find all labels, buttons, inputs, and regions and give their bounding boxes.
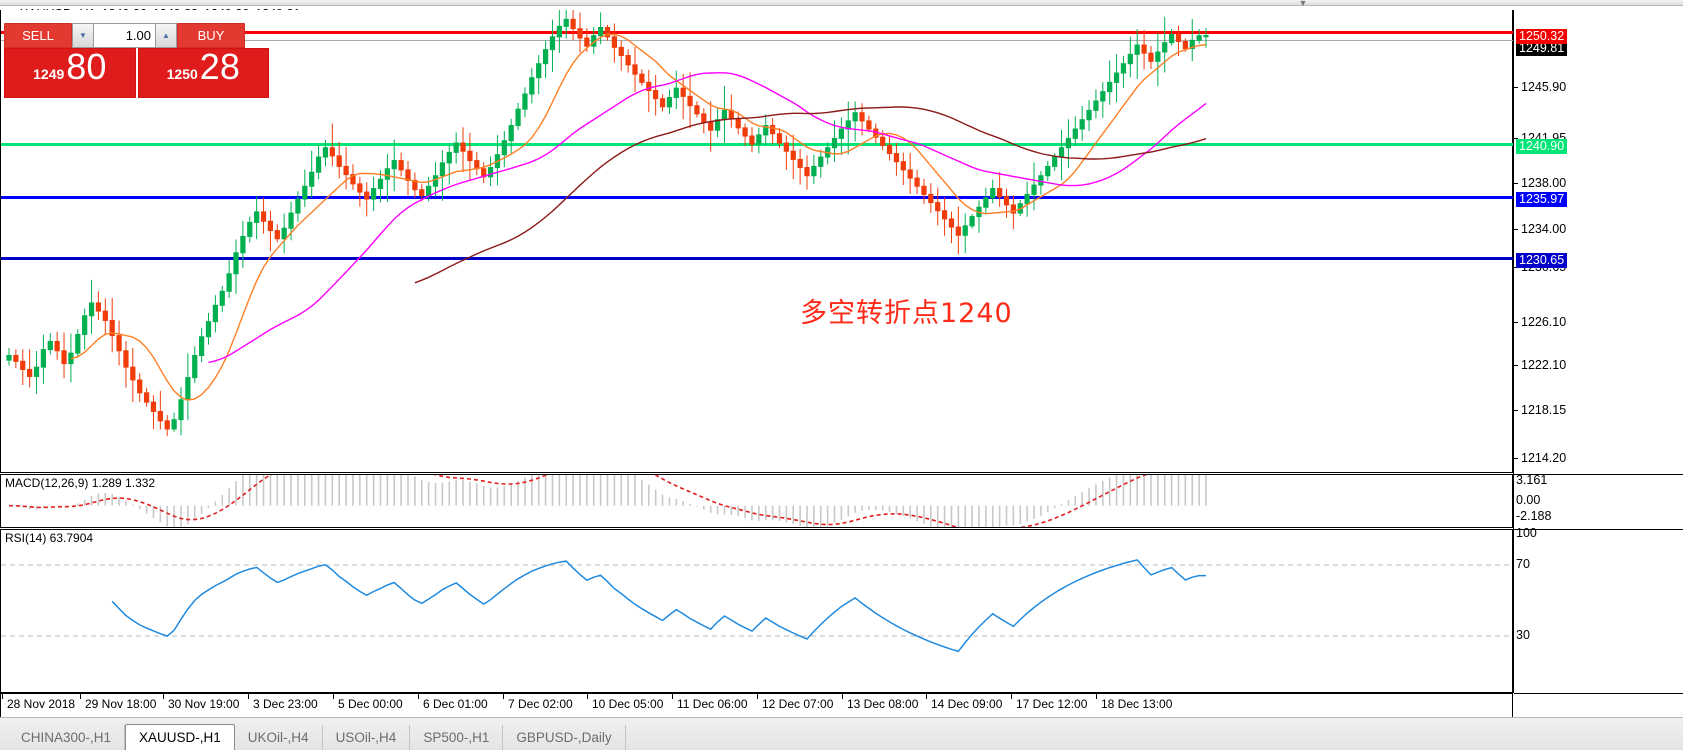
volume-increment-button[interactable]: ▲	[155, 23, 177, 48]
buy-price-decimal: 28	[199, 46, 240, 87]
macd-label: MACD(12,26,9) 1.289 1.332	[5, 476, 156, 490]
axis-divider-bottom	[1514, 693, 1683, 694]
price-axis-badge: 1235.97	[1516, 192, 1568, 207]
price-axis-tick: 1222.10	[1514, 358, 1566, 372]
tab-gbpusd-daily[interactable]: GBPUSD-,Daily	[503, 725, 626, 750]
time-axis-label: 5 Dec 00:00	[338, 697, 403, 711]
buy-button[interactable]: BUY	[177, 23, 245, 48]
price-axis-badge: 1240.90	[1516, 139, 1568, 154]
macd-indicator-pane[interactable]: MACD(12,26,9) 1.289 1.332	[0, 474, 1513, 528]
time-axis-tick	[503, 694, 504, 699]
window-title-strip	[0, 0, 1683, 6]
macd-scale-label: -2.188	[1516, 509, 1552, 523]
time-axis-tick	[842, 694, 843, 699]
tab-ukoil-h4[interactable]: UKOil-,H4	[235, 725, 323, 750]
time-axis[interactable]: 28 Nov 2018 29 Nov 18:00 30 Nov 19:00 3 Dec…	[0, 693, 1513, 717]
time-axis-tick	[757, 694, 758, 699]
time-axis-label: 28 Nov 2018	[7, 697, 76, 711]
volume-input[interactable]: 1.00	[94, 23, 155, 48]
tab-usoil-h4[interactable]: USOil-,H4	[323, 725, 411, 750]
time-axis-tick	[163, 694, 164, 699]
price-axis-tick: 1245.90	[1514, 80, 1566, 94]
time-axis-label: 29 Nov 18:00	[85, 697, 157, 711]
one-click-trading-panel[interactable]: SELL ▼ 1.00 ▲ BUY 1249 80 1250 28	[4, 23, 269, 98]
time-axis-label: 17 Dec 12:00	[1016, 697, 1088, 711]
buy-price-display[interactable]: 1250 28	[137, 46, 269, 98]
macd-scale-label: 3.161	[1516, 473, 1548, 487]
tab-china300-h1[interactable]: CHINA300-,H1	[8, 725, 126, 750]
candlestick-series	[6, 10, 1209, 437]
support-line-blue-1	[1, 196, 1514, 199]
ask-price-line	[1, 31, 1514, 34]
sell-price-decimal: 80	[66, 46, 107, 87]
price-axis-badge: 1249.81	[1516, 41, 1568, 56]
rsi-series	[1, 559, 1512, 653]
price-axis-tick: 1214.20	[1514, 451, 1566, 465]
chevron-down-icon[interactable]: ▼	[1298, 0, 1308, 8]
axis-divider-rsi	[1514, 529, 1683, 530]
time-axis-tick	[248, 694, 249, 699]
price-axis[interactable]: 1245.901241.951238.001234.001230.651226.…	[1513, 10, 1683, 694]
price-axis-tick: 1226.10	[1514, 315, 1566, 329]
price-axis-badge: 1250.32	[1516, 29, 1568, 44]
time-axis-tick	[672, 694, 673, 699]
time-axis-tick	[80, 694, 81, 699]
time-axis-label: 14 Dec 09:00	[931, 697, 1003, 711]
buy-price-integer: 1250	[166, 66, 198, 82]
time-axis-label: 18 Dec 13:00	[1101, 697, 1173, 711]
time-axis-label: 11 Dec 06:00	[677, 697, 748, 711]
rsi-label: RSI(14) 63.7904	[5, 531, 94, 545]
chart-annotation-text: 多空转折点1240	[800, 298, 1013, 329]
time-axis-tick	[418, 694, 419, 699]
symbol-tab-bar[interactable]: CHINA300-,H1 XAUUSD-,H1 UKOil-,H4 USOil-,H4…	[0, 717, 1683, 750]
support-line-blue-2	[1, 257, 1514, 260]
time-axis-tick	[587, 694, 588, 699]
price-axis-tick: 1218.15	[1514, 403, 1566, 417]
volume-decrement-button[interactable]: ▼	[72, 23, 94, 48]
sell-price-display[interactable]: 1249 80	[4, 48, 136, 98]
sell-price-integer: 1249	[33, 66, 65, 82]
time-axis-label: 13 Dec 08:00	[847, 697, 919, 711]
tab-sp500-h1[interactable]: SP500-,H1	[410, 725, 504, 750]
price-axis-tick: 1234.00	[1514, 222, 1566, 236]
time-axis-tick	[1096, 694, 1097, 699]
time-axis-label: 12 Dec 07:00	[762, 697, 834, 711]
time-axis-label: 7 Dec 02:00	[508, 697, 573, 711]
rsi-indicator-pane[interactable]: RSI(14) 63.7904	[0, 529, 1513, 693]
rsi-scale-label: 70	[1516, 557, 1530, 571]
price-axis-badge: 1230.65	[1516, 253, 1568, 268]
bid-price-line	[1, 40, 1514, 41]
sell-button[interactable]: SELL	[4, 23, 72, 48]
time-axis-tick	[1011, 694, 1012, 699]
macd-series	[8, 475, 1207, 527]
time-axis-label: 30 Nov 19:00	[168, 697, 240, 711]
time-axis-label: 6 Dec 01:00	[423, 697, 488, 711]
time-axis-label: 3 Dec 23:00	[253, 697, 318, 711]
caret-up-icon: ▲	[162, 30, 170, 40]
time-axis-label: 10 Dec 05:00	[592, 697, 664, 711]
macd-scale-label: 0.00	[1516, 493, 1541, 507]
time-axis-tick	[926, 694, 927, 699]
axis-divider-macd	[1514, 474, 1683, 475]
price-axis-tick: 1238.00	[1514, 176, 1566, 190]
time-axis-tick	[333, 694, 334, 699]
tab-xauusd-h1[interactable]: XAUUSD-,H1	[125, 724, 235, 750]
time-axis-tick	[2, 694, 3, 699]
rsi-scale-label: 30	[1516, 628, 1530, 642]
caret-down-icon: ▼	[79, 30, 87, 40]
